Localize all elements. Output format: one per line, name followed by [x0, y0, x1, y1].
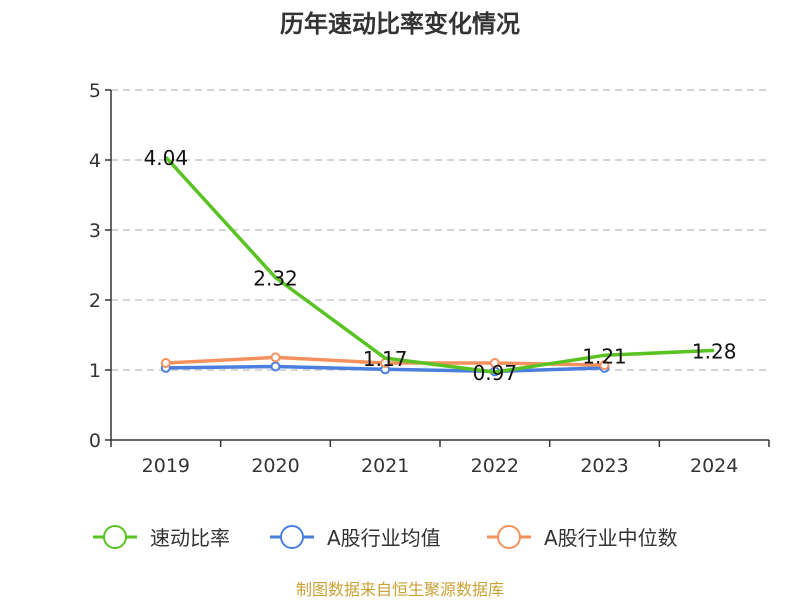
x-tick-label: 2022	[471, 455, 519, 477]
legend-marker	[103, 525, 127, 549]
series-lines	[160, 156, 715, 377]
data-point	[599, 360, 610, 371]
y-tick-label: 4	[89, 150, 101, 172]
legend-marker	[497, 525, 521, 549]
x-tick-label: 2023	[580, 455, 628, 477]
x-tick-label: 2019	[142, 455, 190, 477]
y-tick-label: 1	[89, 360, 101, 382]
data-point	[270, 361, 281, 372]
y-tick-label: 0	[89, 430, 101, 452]
data-label: 1.21	[582, 344, 627, 368]
data-label: 4.04	[144, 146, 189, 170]
data-point	[270, 352, 281, 363]
grid-lines	[111, 89, 769, 371]
data-point	[160, 358, 171, 368]
x-tick-label: 2024	[690, 455, 738, 477]
source-note: 制图数据来自恒生聚源数据库	[296, 580, 504, 599]
axes: 0 1 2 3 4 5 2019 2020 2021 2022 2023 2024	[89, 80, 770, 477]
legend-marker	[280, 525, 304, 549]
data-label: 0.97	[473, 361, 518, 385]
legend-item[interactable]: 速动比率	[93, 525, 230, 550]
x-tick-label: 2021	[361, 455, 409, 477]
x-tick-label: 2020	[251, 455, 299, 477]
y-tick-label: 2	[89, 290, 101, 312]
data-label: 2.32	[253, 267, 298, 291]
legend[interactable]: 速动比率 A股行业均值 A股行业中位数	[93, 525, 678, 550]
legend-label: A股行业中位数	[544, 526, 678, 550]
y-tick-label: 5	[89, 80, 101, 102]
legend-label: 速动比率	[150, 526, 230, 550]
series-line	[164, 156, 715, 374]
data-label: 1.17	[363, 347, 408, 371]
legend-item[interactable]: A股行业中位数	[487, 525, 678, 550]
data-point	[489, 358, 500, 368]
legend-label: A股行业均值	[327, 526, 441, 550]
y-tick-label: 3	[89, 220, 101, 242]
chart-title: 历年速动比率变化情况	[280, 10, 520, 38]
legend-item[interactable]: A股行业均值	[270, 525, 441, 550]
data-label: 1.28	[692, 339, 737, 363]
data-labels: 4.04 2.32 1.17 0.97 1.21 1.28	[144, 146, 737, 385]
